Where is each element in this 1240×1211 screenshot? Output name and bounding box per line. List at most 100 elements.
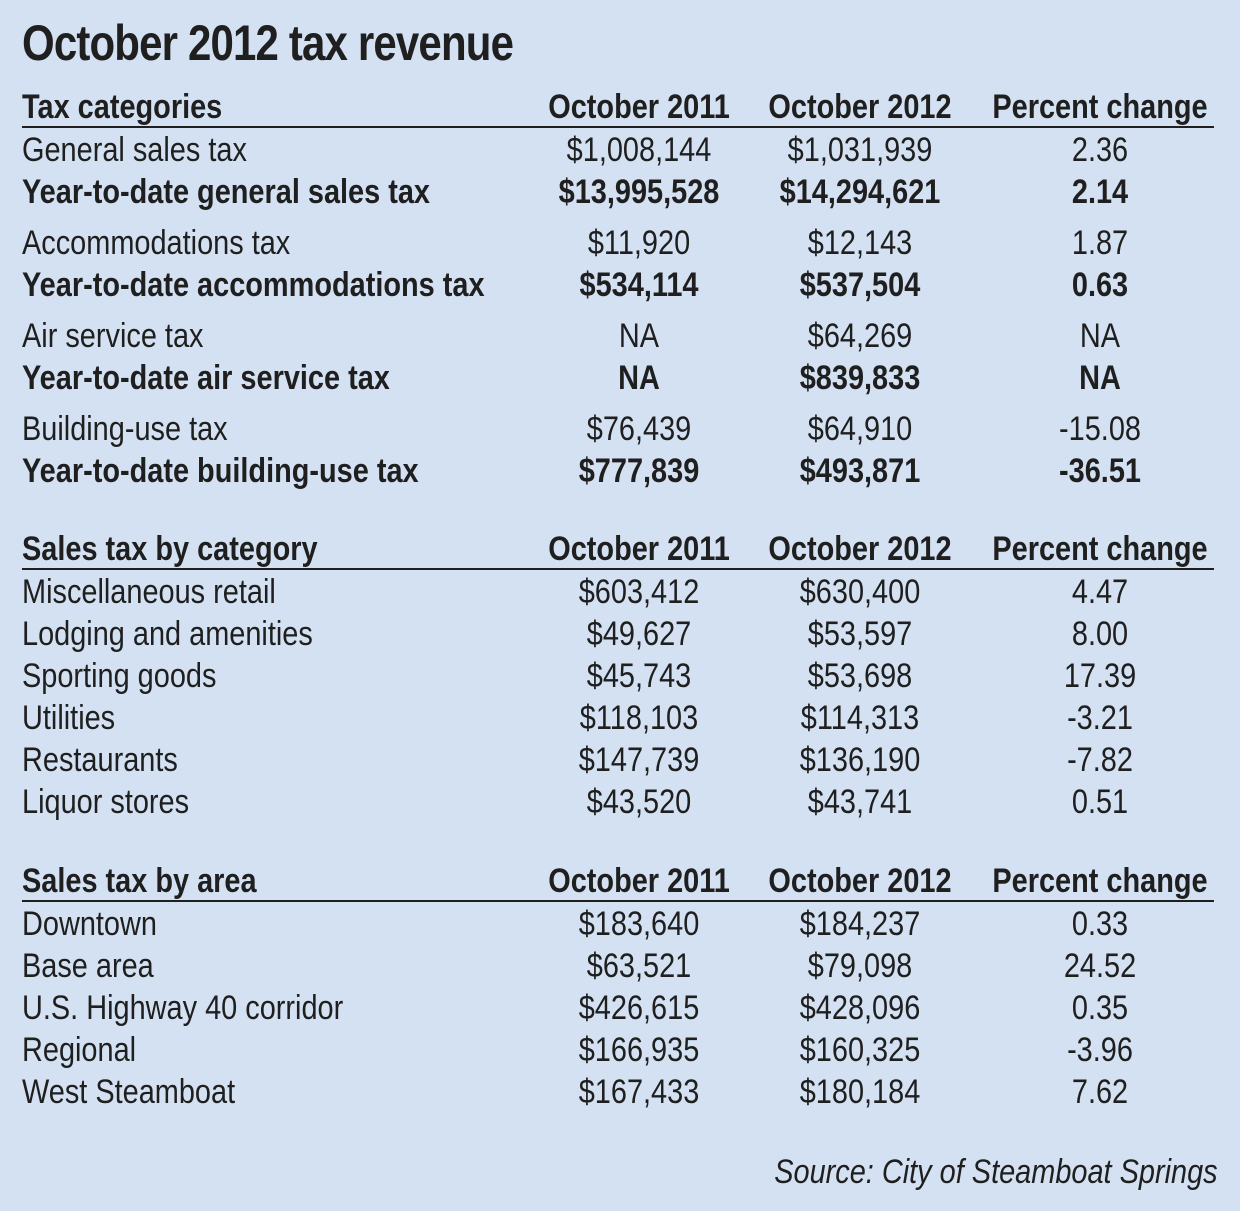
cell-label: Year-to-date air service tax xyxy=(22,359,390,397)
cell-percent-change: 2.36 xyxy=(1071,131,1129,169)
table-row: Year-to-date air service tax NA $839,833 NA xyxy=(22,359,1214,401)
header-october-2012: October 2012 xyxy=(768,862,952,900)
cell-october-2012: $136,190 xyxy=(799,741,921,779)
cell-october-2011: $118,103 xyxy=(579,699,699,737)
cell-label: Downtown xyxy=(22,905,157,943)
header-percent-change: Percent change xyxy=(992,530,1208,568)
tax-categories-table: Tax categories October 2011 October 2012 Pe… xyxy=(22,88,1214,494)
header-percent-change: Percent change xyxy=(992,862,1208,900)
cell-label: Year-to-date building-use tax xyxy=(22,452,419,490)
header-label: Tax categories xyxy=(22,88,223,126)
cell-october-2012: $180,184 xyxy=(799,1073,921,1111)
cell-percent-change: 8.00 xyxy=(1071,615,1129,653)
cell-october-2012: $630,400 xyxy=(799,573,921,611)
sales-tax-by-category-table: Sales tax by category October 2011 October… xyxy=(22,530,1214,825)
cell-october-2011: $49,627 xyxy=(586,615,692,653)
source-note: Source: City of Steamboat Springs xyxy=(774,1153,1218,1191)
table-row: Sporting goods $45,743 $53,698 17.39 xyxy=(22,657,1214,699)
cell-percent-change: 4.47 xyxy=(1071,573,1129,611)
cell-percent-change: 0.51 xyxy=(1071,783,1129,821)
cell-october-2011: $603,412 xyxy=(578,573,700,611)
table-row: Accommodations tax $11,920 $12,143 1.87 xyxy=(22,224,1214,266)
cell-october-2011: $11,920 xyxy=(587,224,691,262)
cell-label: Accommodations tax xyxy=(22,224,291,262)
header-percent-change: Percent change xyxy=(992,88,1208,126)
cell-october-2011: NA xyxy=(618,359,660,397)
cell-october-2011: $13,995,528 xyxy=(558,173,720,211)
cell-october-2012: $184,237 xyxy=(799,905,921,943)
cell-label: Liquor stores xyxy=(22,783,190,821)
cell-october-2012: $114,313 xyxy=(800,699,920,737)
page-title: October 2012 tax revenue xyxy=(22,15,514,71)
cell-percent-change: 7.62 xyxy=(1071,1073,1129,1111)
table-row: Air service tax NA $64,269 NA xyxy=(22,317,1214,359)
cell-october-2011: $147,739 xyxy=(578,741,700,779)
cell-october-2011: $167,433 xyxy=(578,1073,700,1111)
cell-label: Miscellaneous retail xyxy=(22,573,276,611)
table-row: Year-to-date general sales tax $13,995,52… xyxy=(22,173,1214,215)
cell-label: West Steamboat xyxy=(22,1073,236,1111)
table-row: Year-to-date accommodations tax $534,114 $… xyxy=(22,266,1214,308)
cell-october-2012: $160,325 xyxy=(799,1031,921,1069)
cell-label: Restaurants xyxy=(22,741,178,779)
header-label: Sales tax by category xyxy=(22,530,318,568)
cell-label: General sales tax xyxy=(22,131,247,169)
cell-october-2011: $777,839 xyxy=(578,452,700,490)
cell-percent-change: NA xyxy=(1079,317,1121,355)
cell-october-2011: $43,520 xyxy=(586,783,692,821)
table-row: U.S. Highway 40 corridor $426,615 $428,096… xyxy=(22,989,1214,1031)
cell-october-2011: $183,640 xyxy=(578,905,700,943)
table-row: Building-use tax $76,439 $64,910 -15.08 xyxy=(22,410,1214,452)
cell-october-2011: NA xyxy=(618,317,660,355)
cell-october-2011: $426,615 xyxy=(578,989,700,1027)
cell-percent-change: -36.51 xyxy=(1059,452,1141,490)
cell-october-2011: $63,521 xyxy=(586,947,692,985)
cell-october-2011: $1,008,144 xyxy=(566,131,712,169)
cell-label: Lodging and amenities xyxy=(22,615,313,653)
cell-october-2012: $64,910 xyxy=(807,410,913,448)
table-row: Year-to-date building-use tax $777,839 $49… xyxy=(22,452,1214,494)
cell-october-2012: $537,504 xyxy=(799,266,921,304)
cell-october-2011: $76,439 xyxy=(586,410,692,448)
table-row: Lodging and amenities $49,627 $53,597 8.00 xyxy=(22,615,1214,657)
cell-label: U.S. Highway 40 corridor xyxy=(22,989,344,1027)
table-row: Miscellaneous retail $603,412 $630,400 4.47 xyxy=(22,573,1214,615)
cell-percent-change: -3.21 xyxy=(1067,699,1133,737)
cell-percent-change: 2.14 xyxy=(1071,173,1129,211)
table-header: Tax categories October 2011 October 2012 Pe… xyxy=(22,88,1214,128)
table-row: Base area $63,521 $79,098 24.52 xyxy=(22,947,1214,989)
cell-october-2012: $14,294,621 xyxy=(779,173,941,211)
cell-percent-change: NA xyxy=(1079,359,1121,397)
cell-percent-change: -7.82 xyxy=(1067,741,1133,779)
header-october-2012: October 2012 xyxy=(768,88,952,126)
cell-october-2012: $53,597 xyxy=(807,615,913,653)
cell-label: Year-to-date general sales tax xyxy=(22,173,431,211)
cell-october-2012: $428,096 xyxy=(799,989,921,1027)
cell-october-2012: $839,833 xyxy=(799,359,921,397)
cell-percent-change: -15.08 xyxy=(1059,410,1141,448)
cell-label: Air service tax xyxy=(22,317,204,355)
header-october-2011: October 2011 xyxy=(548,862,730,900)
table-row: Downtown $183,640 $184,237 0.33 xyxy=(22,905,1214,947)
cell-percent-change: -3.96 xyxy=(1067,1031,1133,1069)
cell-label: Base area xyxy=(22,947,154,985)
cell-october-2012: $64,269 xyxy=(807,317,913,355)
cell-label: Building-use tax xyxy=(22,410,228,448)
table-row: Restaurants $147,739 $136,190 -7.82 xyxy=(22,741,1214,783)
cell-october-2011: $166,935 xyxy=(578,1031,700,1069)
table-row: West Steamboat $167,433 $180,184 7.62 xyxy=(22,1073,1214,1115)
header-october-2011: October 2011 xyxy=(548,88,730,126)
table-row: Utilities $118,103 $114,313 -3.21 xyxy=(22,699,1214,741)
cell-percent-change: 0.35 xyxy=(1071,989,1129,1027)
cell-percent-change: 17.39 xyxy=(1063,657,1137,695)
cell-october-2012: $43,741 xyxy=(807,783,913,821)
sales-tax-by-area-table: Sales tax by area October 2011 October 201… xyxy=(22,862,1214,1115)
cell-percent-change: 1.87 xyxy=(1071,224,1129,262)
cell-october-2011: $45,743 xyxy=(586,657,692,695)
cell-percent-change: 0.63 xyxy=(1071,266,1129,304)
cell-label: Year-to-date accommodations tax xyxy=(22,266,485,304)
cell-label: Regional xyxy=(22,1031,137,1069)
cell-october-2012: $79,098 xyxy=(807,947,913,985)
cell-october-2012: $12,143 xyxy=(807,224,913,262)
cell-label: Utilities xyxy=(22,699,116,737)
